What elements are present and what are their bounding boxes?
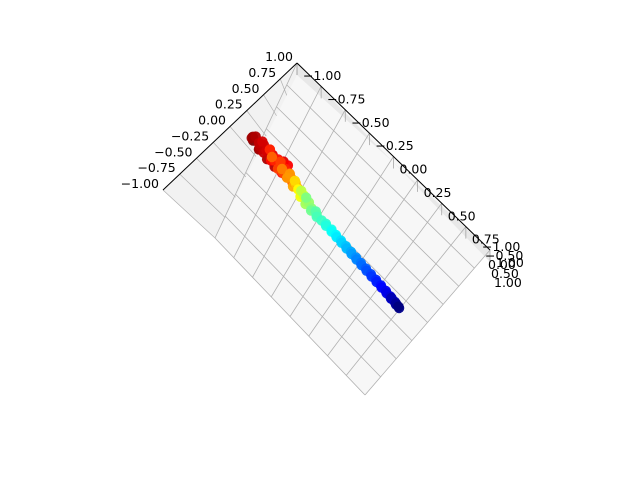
tick-labels: −1.00−0.75−0.50−0.250.000.250.500.751.00…: [121, 49, 524, 290]
grid-line: [229, 126, 257, 157]
y-tick-label: 0.75: [472, 232, 500, 247]
x-tick-label: 0.75: [248, 65, 276, 80]
grid-line: [263, 94, 277, 116]
x-tick-label: −1.00: [121, 176, 159, 191]
x-tick-label: −0.50: [154, 144, 192, 159]
grid-line: [179, 173, 226, 218]
x-tick-label: 0.50: [232, 81, 260, 96]
y-tick-label: 1.00: [496, 255, 524, 270]
scatter-point: [393, 301, 404, 312]
y-tick-label: −1.00: [303, 68, 341, 83]
grid-line: [279, 78, 288, 96]
grid-line: [196, 158, 236, 198]
z-tick-label: 1.00: [494, 275, 522, 290]
grid-line: [214, 237, 366, 396]
scatter-point: [289, 175, 301, 186]
x-tick-label: 0.25: [215, 97, 243, 112]
grid-line: [245, 172, 413, 341]
grid-line: [308, 179, 418, 337]
scatter-point: [257, 136, 268, 147]
scatter-point: [301, 192, 312, 203]
grid-line: [212, 142, 247, 178]
scatter-point: [266, 151, 278, 163]
y-axis-line: [296, 62, 491, 251]
grid-line: [327, 203, 443, 356]
x-axis-line: [162, 62, 298, 191]
grid-line: [345, 226, 467, 376]
z-tick-label: 0.50: [491, 266, 519, 281]
x-tick-label: 1.00: [265, 49, 293, 64]
y-tick-label: −0.50: [351, 115, 389, 130]
grid-line: [224, 215, 381, 378]
grid-line: [246, 110, 267, 137]
y-tick-label: −0.25: [375, 138, 413, 153]
z-tick-label: −1.00: [482, 239, 520, 254]
grid-line: [235, 193, 397, 360]
grid-line: [162, 189, 216, 239]
x-tick-label: 0.00: [198, 113, 226, 128]
y-tick-label: 0.50: [448, 208, 476, 223]
y-tick-label: 0.25: [424, 185, 452, 200]
z-tick-label: 0.00: [488, 257, 516, 272]
x-tick-label: −0.75: [137, 160, 175, 175]
y-tick-label: 0.00: [400, 162, 428, 177]
left-wall-pane: [163, 63, 297, 238]
x-tick-label: −0.25: [171, 128, 209, 143]
grid-line: [364, 249, 491, 396]
scatter-points: [246, 131, 405, 314]
y-tick-label: −0.75: [327, 91, 365, 106]
z-tick-label: −0.50: [485, 248, 523, 263]
scatter-point: [276, 163, 288, 175]
